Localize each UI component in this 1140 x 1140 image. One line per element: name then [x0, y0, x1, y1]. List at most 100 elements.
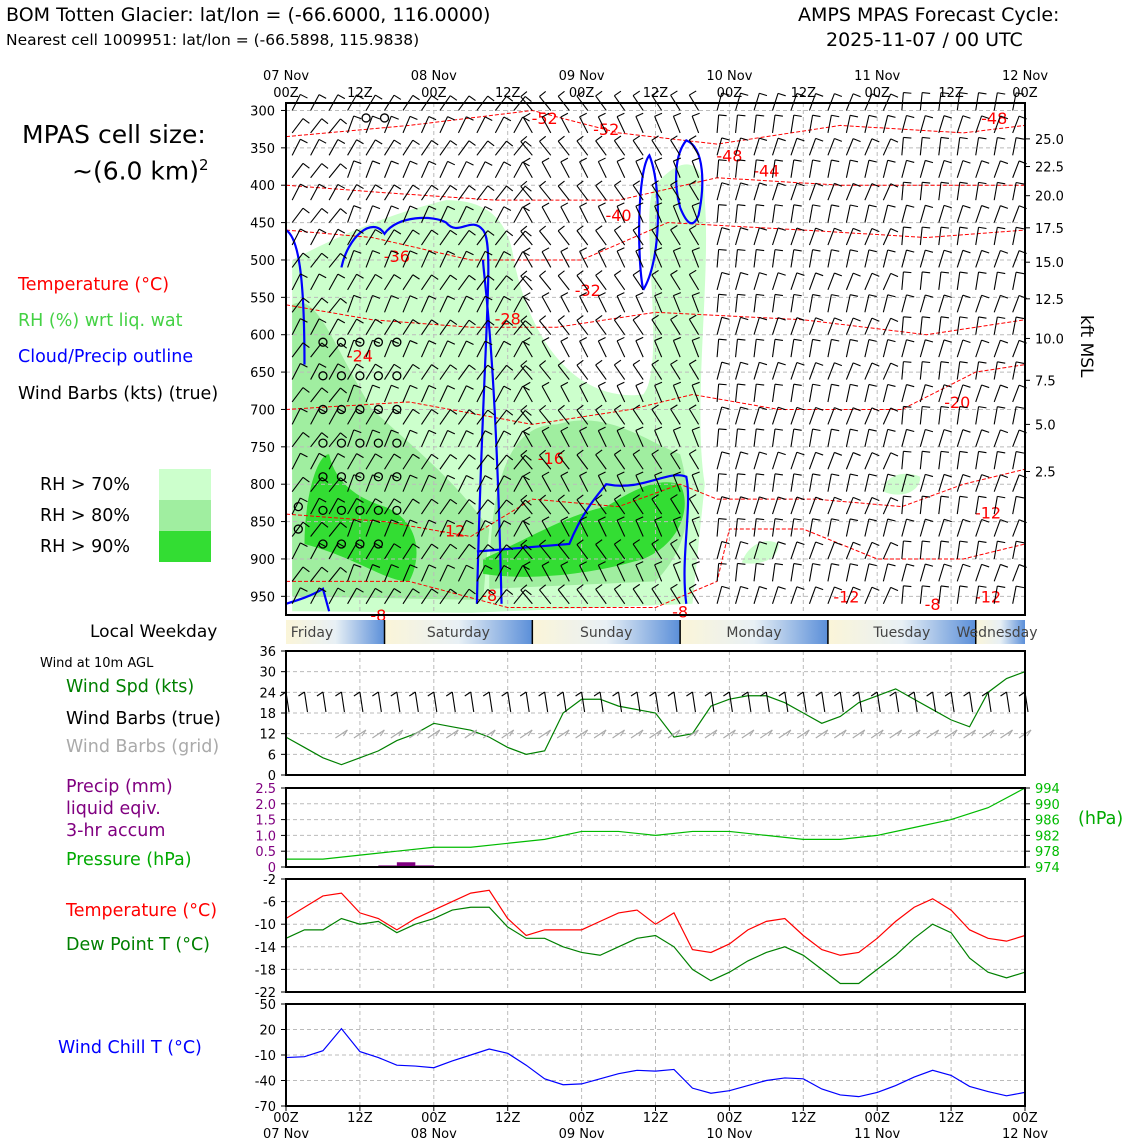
wind-barb-flag: [506, 320, 514, 326]
weekday-cell: [286, 620, 385, 644]
wind-barb: [753, 451, 768, 470]
wind-barb: [616, 561, 626, 582]
wind-barb-shaft: [753, 563, 757, 582]
wind-barb-flag: [428, 115, 437, 121]
wind-barb-flag: [412, 588, 420, 594]
wind-barb: [670, 583, 681, 605]
wind-barb-flag: [466, 519, 474, 525]
wind-barb-flag: [579, 471, 587, 477]
wind-barb-flag: [925, 563, 934, 567]
wind-barb-flag: [539, 404, 547, 411]
wind-barb-shaft: [365, 160, 374, 178]
wind-barb-shaft: [975, 361, 980, 380]
wind-barb-flag: [815, 496, 824, 501]
wind-barb-flag: [796, 317, 805, 321]
temperature-contour-label: -16: [538, 449, 564, 468]
wind-barb: [457, 454, 476, 470]
wind-barb-shaft: [827, 452, 835, 470]
wind-barb-shaft: [520, 544, 533, 560]
wind-barb-shaft: [753, 428, 757, 447]
wind-barb-flag: [524, 320, 532, 327]
wind-barb-flag: [1000, 563, 1009, 568]
wind-barb: [993, 137, 1006, 156]
cloud-outline-0: [285, 229, 306, 365]
wind-barb-shaft: [513, 410, 526, 425]
wind-barb-flag: [449, 409, 458, 415]
wind-barb-flag: [852, 272, 861, 277]
wind-barb: [735, 541, 749, 560]
wind-barb-flag: [740, 406, 749, 410]
wind-barb-shaft: [457, 364, 470, 380]
wind-barb-flag: [691, 471, 700, 476]
wind-barb: [735, 248, 746, 268]
wind-barb-shaft: [1012, 295, 1020, 313]
wind-barb: [688, 449, 700, 470]
wind-barb-flag: [391, 384, 399, 389]
grid-wind-barb: [944, 729, 958, 739]
wind-barb-shaft: [328, 408, 339, 425]
temperature-contour-label: -40: [605, 206, 631, 225]
wind-barb: [494, 251, 512, 268]
grid-wind-barb: [907, 729, 921, 739]
wind-barb-flag: [506, 409, 514, 416]
wind-barb-shaft: [439, 319, 451, 336]
wind-barb: [635, 381, 644, 403]
wind-barb-flag: [925, 473, 934, 478]
wind-barb-flag: [834, 317, 843, 322]
wind-barb-flag: [689, 90, 697, 96]
wind-barb-shaft: [919, 294, 926, 313]
wind-barb-flag: [353, 384, 362, 389]
wind-barb-flag: [337, 587, 346, 593]
wind-barb-shaft: [522, 161, 533, 179]
temperature-contour-label: -52: [593, 120, 619, 139]
wind-barb-flag: [541, 157, 550, 163]
wind-barb-flag: [503, 564, 512, 570]
wind-barb-flag: [981, 205, 990, 209]
wind-barb-flag: [940, 316, 949, 319]
wind-barb-shaft: [808, 115, 814, 133]
wind-barb-shaft: [402, 519, 411, 537]
wind-barb: [864, 339, 877, 358]
surface-wind-barb: [778, 691, 789, 713]
pressure-ytick-label: 978: [1035, 845, 1060, 860]
wind-barb-shaft: [753, 272, 760, 291]
wind-barb-flag: [340, 566, 347, 573]
wind-barb: [457, 519, 474, 537]
wind-barb: [457, 161, 474, 178]
wind-barb-shaft: [938, 519, 945, 537]
wind-barb-flag: [321, 432, 329, 438]
wind-barb-shaft: [938, 339, 945, 358]
wind-barb-shaft: [291, 342, 304, 358]
wind-barb-shaft: [790, 362, 798, 380]
wind-barb: [845, 518, 859, 537]
grid-wind-barb: [667, 729, 681, 739]
wind-barb-flag: [981, 160, 990, 164]
wind-barb-shaft: [494, 251, 505, 268]
wind-barb: [579, 202, 589, 223]
wind-barb-shaft: [384, 543, 395, 560]
wind-barb-flag: [428, 474, 437, 479]
wind-barb-shaft: [864, 204, 870, 223]
wind-barb-shaft: [420, 564, 430, 582]
wind-barb-flag: [503, 295, 512, 301]
wind-barb-shaft: [753, 541, 760, 560]
wind-barb-shaft: [541, 430, 552, 448]
wind-barb-shaft: [576, 409, 589, 425]
wind-barb-flag: [922, 405, 931, 408]
wind-barb-flag: [774, 159, 784, 162]
top-date-tick-label: 11 Nov: [854, 69, 900, 84]
wind-barb-flag: [718, 114, 727, 117]
snow-marker: [336, 337, 347, 347]
grid-barb-shaft: [963, 729, 976, 739]
precip-label-accum: 3-hr accum: [66, 821, 166, 841]
wind-barb: [579, 292, 589, 313]
surface-wind-barb: [704, 691, 715, 713]
wind-barb: [901, 204, 915, 223]
wind-barb-flag: [484, 295, 493, 301]
pressure-tick-label: 550: [250, 291, 275, 306]
wind-barb-flag: [852, 452, 861, 457]
wind-barb-shaft: [670, 588, 681, 605]
wind-barb-flag: [654, 112, 663, 117]
wind-barb-flag: [449, 319, 458, 326]
wind-chill-label: Wind Chill T (°C): [58, 1038, 202, 1058]
